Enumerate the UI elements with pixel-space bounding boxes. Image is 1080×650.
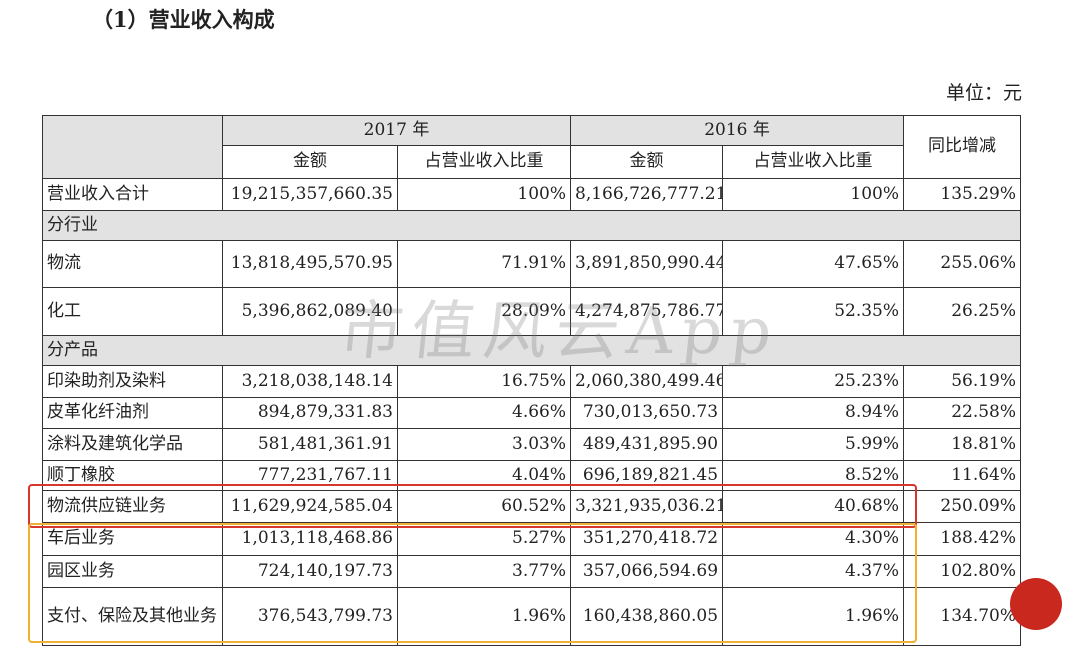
cell: 8,166,726,777.21 [570, 178, 724, 211]
table-row: 化工 5,396,862,089.40 28.09% 4,274,875,786.77… [42, 287, 1022, 336]
cell: 4,274,875,786.77 [570, 287, 724, 336]
header-row: 2017 年 2016 年同比增减 [42, 115, 1022, 179]
row-label: 皮革化纤油剂 [42, 397, 223, 429]
row-label: 物流 [42, 240, 223, 288]
table-row: 物流 13,818,495,570.95 71.91% 3,891,850,990.4… [42, 240, 1022, 288]
cell: 11,629,924,585.04 [222, 490, 398, 523]
header-cell: 金额 [222, 145, 398, 179]
header-cell: 占营业收入比重 [722, 145, 905, 179]
cell: 102.80% [903, 555, 1022, 588]
header-cell: 2017 年 [221, 115, 572, 146]
table-row: 分行业 [41, 210, 1022, 241]
watermark: 市值风云App [335, 295, 784, 369]
cell: 489,431,895.90 [570, 428, 724, 461]
cell: 25.23% [722, 365, 905, 398]
table-row: 皮革化纤油剂 894,879,331.83 4.66% 730,013,650.73 8… [42, 397, 1022, 429]
row-label: 营业收入合计 [42, 178, 223, 211]
cell: 52.35% [722, 287, 905, 336]
table-row: 分产品 [41, 335, 1022, 366]
table-row: 园区业务 724,140,197.73 3.77% 357,066,594.69 4.3… [42, 555, 1022, 588]
cell: 47.65% [722, 240, 905, 288]
row-label: 园区业务 [42, 555, 223, 588]
cell: 188.42% [903, 522, 1022, 556]
cell: 5.99% [722, 428, 905, 461]
header-cell [42, 115, 223, 179]
section-title: （1）营业收入构成 [92, 7, 275, 32]
cell: 134.70% [903, 587, 1022, 646]
cell: 3.03% [396, 428, 572, 461]
row-label: 印染助剂及染料 [42, 365, 223, 398]
cell: 19,215,357,660.35 [222, 178, 398, 211]
cell: 13,818,495,570.95 [222, 240, 398, 288]
table-row: 印染助剂及染料 3,218,038,148.14 16.75% 2,060,380,4… [42, 365, 1022, 398]
cell: 135.29% [903, 178, 1022, 211]
table-body: 2017 年 2016 年同比增减 金额 占营业收入比重 金额 占营业收入比重 营业收入合计… [41, 115, 1022, 646]
highlight-box [28, 523, 917, 643]
cell: 160,438,860.05 [570, 587, 724, 646]
row-label: 化工 [42, 287, 223, 336]
unit-label: 单位：元 [945, 82, 1022, 104]
row-label: 涂料及建筑化学品 [42, 428, 223, 461]
cell: 26.25% [903, 287, 1022, 336]
cell: 581,481,361.91 [222, 428, 398, 461]
cell: 255.06% [903, 240, 1022, 288]
cell: 3,321,935,036.21 [570, 490, 724, 523]
table-row: 涂料及建筑化学品 581,481,361.91 3.03% 489,431,895.9… [42, 428, 1022, 461]
highlight-box [28, 484, 917, 528]
section-row: 分行业 [41, 210, 1022, 241]
table-row: 支付、保险及其他业务 376,543,799.73 1.96% 160,438,860… [42, 587, 1022, 646]
cell: 18.81% [903, 428, 1022, 461]
cell: 894,879,331.83 [222, 397, 398, 429]
cell: 11.64% [903, 460, 1022, 491]
logo [1010, 578, 1062, 630]
revenue-table: 2017 年 2016 年同比增减 金额 占营业收入比重 金额 占营业收入比重 营业收入合计… [41, 115, 1022, 646]
cell: 3,218,038,148.14 [222, 365, 398, 398]
header-cell: 2016 年 [570, 115, 905, 146]
row-label: 支付、保险及其他业务 [42, 587, 223, 646]
cell: 376,543,799.73 [222, 587, 398, 646]
cell: 250.09% [903, 490, 1022, 523]
cell: 100% [722, 178, 905, 211]
row-label: 物流供应链业务 [42, 490, 223, 523]
cell: 28.09% [396, 287, 572, 336]
cell: 730,013,650.73 [570, 397, 724, 429]
cell: 56.19% [903, 365, 1022, 398]
section-row: 分产品 [41, 335, 1022, 366]
cell: 5,396,862,089.40 [222, 287, 398, 336]
cell: 1.96% [722, 587, 905, 646]
cell: 8.94% [722, 397, 905, 429]
cell: 724,140,197.73 [222, 555, 398, 588]
cell: 1.96% [396, 587, 572, 646]
header-cell: 占营业收入比重 [396, 145, 572, 179]
header-cell: 金额 [570, 145, 724, 179]
cell: 22.58% [903, 397, 1022, 429]
table-row: 物流供应链业务 11,629,924,585.04 60.52% 3,321,935,… [42, 490, 1022, 523]
header-row: 金额 占营业收入比重 金额 占营业收入比重 [43, 145, 1021, 179]
cell: 60.52% [396, 490, 572, 523]
cell: 71.91% [396, 240, 572, 288]
cell: 4.66% [396, 397, 572, 429]
cell: 16.75% [396, 365, 572, 398]
header-cell: 同比增减 [903, 115, 1022, 179]
cell: 100% [396, 178, 572, 211]
table-row: 营业收入合计 19,215,357,660.35 100% 8,166,726,777… [42, 178, 1022, 211]
